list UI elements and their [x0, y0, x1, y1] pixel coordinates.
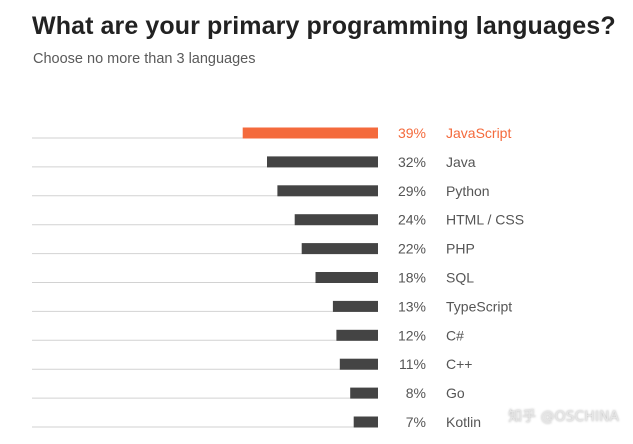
value-label: 12%	[398, 327, 426, 343]
category-label: JavaScript	[446, 125, 511, 141]
bar-c	[339, 358, 378, 370]
category-label: SQL	[446, 270, 474, 286]
category-label: Java	[446, 154, 476, 170]
bar-java	[267, 156, 378, 168]
value-label: 13%	[398, 298, 426, 314]
bar-sql	[315, 272, 378, 283]
category-label: Go	[446, 385, 465, 401]
value-label: 7%	[406, 414, 426, 430]
value-label: 18%	[398, 270, 426, 286]
bar-go	[350, 387, 378, 399]
value-label: 24%	[398, 212, 426, 228]
value-label: 22%	[398, 241, 426, 257]
category-label: Python	[446, 183, 490, 199]
value-label: 39%	[398, 125, 426, 141]
bar-php	[301, 243, 378, 255]
value-label: 8%	[406, 385, 426, 401]
category-label: C#	[446, 327, 464, 343]
value-label: 29%	[398, 183, 426, 199]
chart-subtitle: Choose no more than 3 languages	[33, 51, 256, 67]
category-label: Kotlin	[446, 414, 481, 430]
category-label: HTML / CSS	[446, 212, 524, 228]
value-label: 32%	[398, 154, 426, 170]
bar-kotlin	[353, 416, 378, 428]
category-label: PHP	[446, 241, 475, 257]
bar-javascript	[242, 127, 378, 139]
category-label: TypeScript	[446, 298, 512, 314]
value-label: 11%	[399, 356, 426, 372]
watermark: 知乎 @OSCHINA	[508, 409, 619, 425]
bar-c	[336, 329, 378, 341]
bar-python	[277, 185, 378, 197]
bar-typescript	[332, 300, 378, 312]
bar-html-css	[294, 214, 378, 226]
category-label: C++	[446, 356, 472, 372]
chart-title: What are your primary programming langua…	[32, 12, 616, 40]
